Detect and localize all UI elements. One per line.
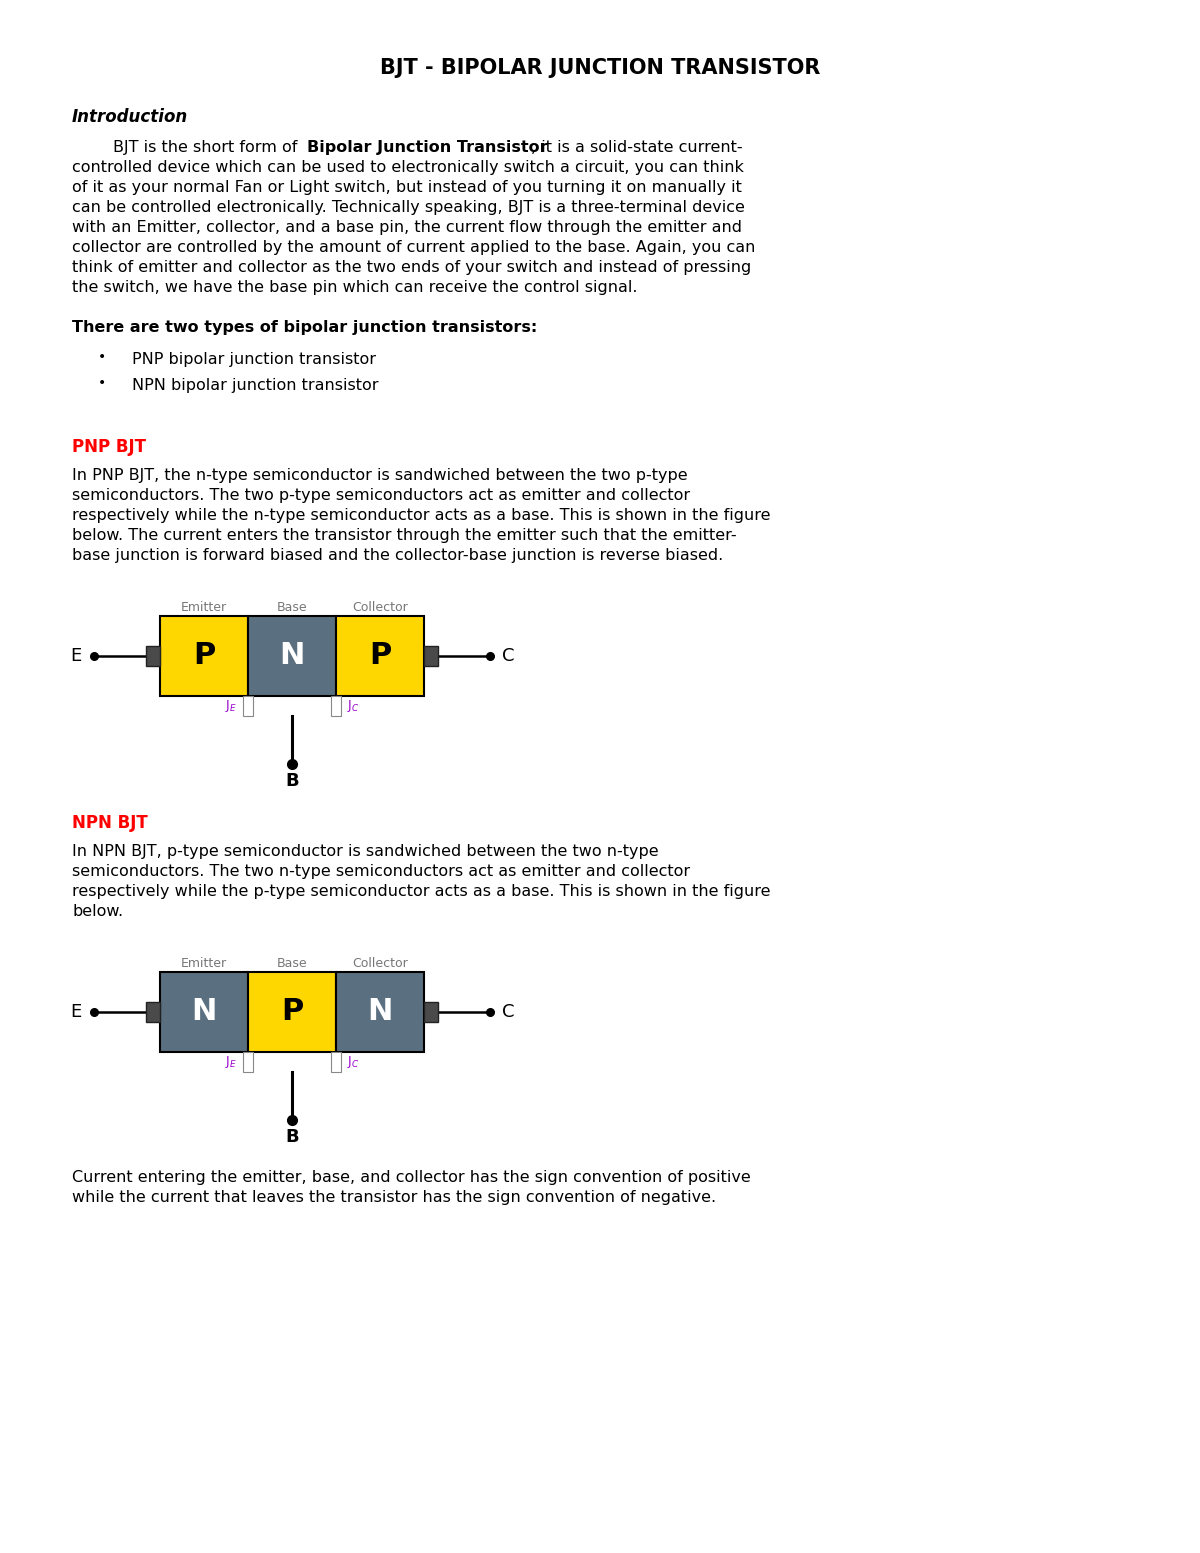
Text: B: B — [286, 1127, 299, 1146]
Text: In NPN BJT, p-type semiconductor is sandwiched between the two n-type: In NPN BJT, p-type semiconductor is sand… — [72, 843, 659, 859]
Text: with an Emitter, collector, and a base pin, the current flow through the emitter: with an Emitter, collector, and a base p… — [72, 221, 742, 235]
Text: E: E — [71, 648, 82, 665]
Text: J$_C$: J$_C$ — [347, 697, 360, 714]
Text: There are two types of bipolar junction transistors:: There are two types of bipolar junction … — [72, 320, 538, 335]
Text: E: E — [71, 1003, 82, 1020]
Bar — [160, 972, 248, 1051]
Bar — [248, 617, 336, 696]
Bar — [160, 617, 248, 696]
Text: P: P — [193, 641, 215, 671]
Text: J$_E$: J$_E$ — [226, 697, 238, 714]
Text: below.: below. — [72, 904, 124, 919]
Text: J$_E$: J$_E$ — [226, 1054, 238, 1070]
Text: Base: Base — [277, 601, 307, 613]
Bar — [424, 1002, 438, 1022]
Bar — [336, 972, 424, 1051]
Text: PNP bipolar junction transistor: PNP bipolar junction transistor — [132, 353, 376, 367]
Text: think of emitter and collector as the two ends of your switch and instead of pre: think of emitter and collector as the tw… — [72, 259, 751, 275]
Text: J$_C$: J$_C$ — [347, 1054, 360, 1070]
Bar — [331, 696, 341, 716]
Text: BJT - BIPOLAR JUNCTION TRANSISTOR: BJT - BIPOLAR JUNCTION TRANSISTOR — [380, 57, 820, 78]
Text: N: N — [367, 997, 392, 1027]
Text: Emitter: Emitter — [181, 957, 227, 971]
Bar — [146, 646, 160, 666]
Bar — [248, 972, 336, 1051]
Text: In PNP BJT, the n-type semiconductor is sandwiched between the two p-type: In PNP BJT, the n-type semiconductor is … — [72, 467, 688, 483]
Text: can be controlled electronically. Technically speaking, BJT is a three-terminal : can be controlled electronically. Techni… — [72, 200, 745, 214]
Text: NPN bipolar junction transistor: NPN bipolar junction transistor — [132, 377, 378, 393]
Text: P: P — [281, 997, 304, 1027]
Text: Base: Base — [277, 957, 307, 971]
Text: of it as your normal Fan or Light switch, but instead of you turning it on manua: of it as your normal Fan or Light switch… — [72, 180, 742, 196]
Text: Bipolar Junction Transistor: Bipolar Junction Transistor — [307, 140, 548, 155]
Text: N: N — [191, 997, 217, 1027]
Text: Collector: Collector — [352, 957, 408, 971]
Text: N: N — [280, 641, 305, 671]
Text: C: C — [502, 648, 515, 665]
Text: B: B — [286, 772, 299, 790]
Text: respectively while the n-type semiconductor acts as a base. This is shown in the: respectively while the n-type semiconduc… — [72, 508, 770, 523]
Text: PNP BJT: PNP BJT — [72, 438, 146, 457]
Text: semiconductors. The two p-type semiconductors act as emitter and collector: semiconductors. The two p-type semicondu… — [72, 488, 690, 503]
Text: base junction is forward biased and the collector-base junction is reverse biase: base junction is forward biased and the … — [72, 548, 724, 564]
Text: Collector: Collector — [352, 601, 408, 613]
Text: •: • — [98, 349, 106, 363]
Bar — [146, 1002, 160, 1022]
Text: while the current that leaves the transistor has the sign convention of negative: while the current that leaves the transi… — [72, 1190, 716, 1205]
Text: semiconductors. The two n-type semiconductors act as emitter and collector: semiconductors. The two n-type semicondu… — [72, 863, 690, 879]
Bar — [424, 646, 438, 666]
Text: NPN BJT: NPN BJT — [72, 814, 148, 832]
Text: Emitter: Emitter — [181, 601, 227, 613]
Bar — [336, 617, 424, 696]
Text: collector are controlled by the amount of current applied to the base. Again, yo: collector are controlled by the amount o… — [72, 241, 755, 255]
Text: Introduction: Introduction — [72, 109, 188, 126]
Text: the switch, we have the base pin which can receive the control signal.: the switch, we have the base pin which c… — [72, 280, 637, 295]
Text: C: C — [502, 1003, 515, 1020]
Text: BJT is the short form of: BJT is the short form of — [72, 140, 302, 155]
Text: , it is a solid-state current-: , it is a solid-state current- — [530, 140, 743, 155]
Bar — [242, 696, 253, 716]
Text: P: P — [368, 641, 391, 671]
Text: below. The current enters the transistor through the emitter such that the emitt: below. The current enters the transistor… — [72, 528, 737, 544]
Text: respectively while the p-type semiconductor acts as a base. This is shown in the: respectively while the p-type semiconduc… — [72, 884, 770, 899]
Text: Current entering the emitter, base, and collector has the sign convention of pos: Current entering the emitter, base, and … — [72, 1169, 751, 1185]
Text: controlled device which can be used to electronically switch a circuit, you can : controlled device which can be used to e… — [72, 160, 744, 175]
Bar — [242, 1051, 253, 1072]
Bar — [331, 1051, 341, 1072]
Text: •: • — [98, 376, 106, 390]
